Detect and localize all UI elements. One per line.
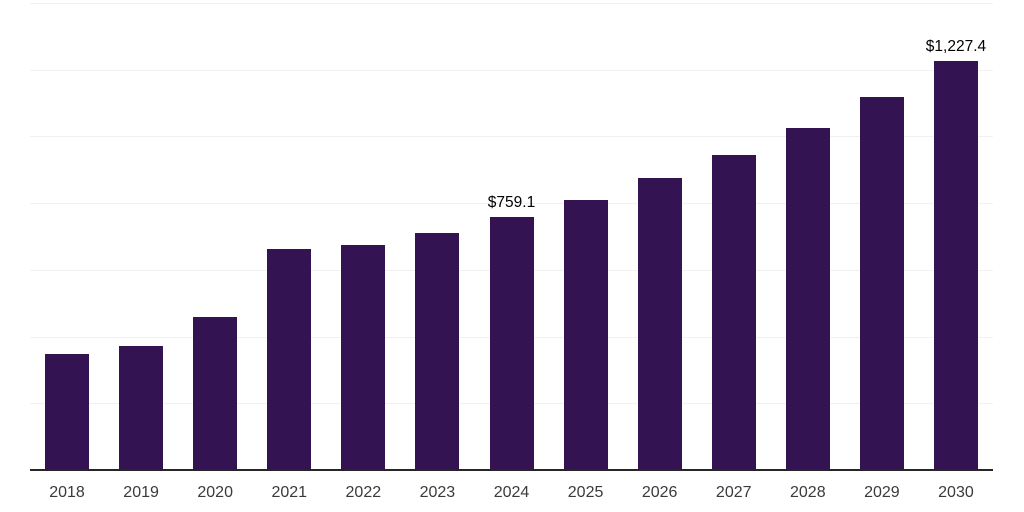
x-tick-label-2028: 2028	[790, 484, 826, 501]
x-tick-label-2026: 2026	[641, 484, 678, 501]
bar-value-label-2030: $1,227.4	[925, 37, 987, 55]
bar-2019	[119, 345, 164, 470]
x-tick-label-2024: 2024	[493, 484, 530, 501]
bar-2024	[489, 216, 534, 470]
gridline	[30, 69, 993, 71]
gridline	[30, 203, 993, 205]
bar-2025	[563, 199, 608, 470]
x-tick-label-2021: 2021	[271, 484, 308, 501]
bar-2018	[45, 354, 90, 470]
x-tick-label-2027: 2027	[715, 484, 752, 501]
bar-value-label-2024: $759.1	[487, 193, 536, 211]
x-tick-label-2019: 2019	[123, 484, 159, 501]
gridline	[30, 3, 993, 4]
bar-2030	[933, 60, 978, 470]
x-axis-line	[30, 469, 993, 471]
bar-2027	[711, 155, 756, 470]
x-tick-label-2025: 2025	[567, 484, 604, 501]
gridline	[30, 136, 993, 138]
bar-2022	[341, 244, 386, 470]
x-tick-label-2018: 2018	[49, 484, 85, 501]
x-tick-label-2029: 2029	[864, 484, 900, 501]
x-tick-label-2030: 2030	[938, 484, 974, 501]
bar-2029	[859, 97, 904, 470]
bar-2021	[267, 248, 312, 470]
x-tick-label-2020: 2020	[197, 484, 233, 501]
bar-2020	[193, 316, 238, 470]
bar-2028	[785, 127, 830, 470]
bar-2023	[415, 232, 460, 470]
bar-2026	[637, 177, 682, 470]
x-tick-label-2023: 2023	[419, 484, 456, 501]
x-tick-label-2022: 2022	[345, 484, 382, 501]
